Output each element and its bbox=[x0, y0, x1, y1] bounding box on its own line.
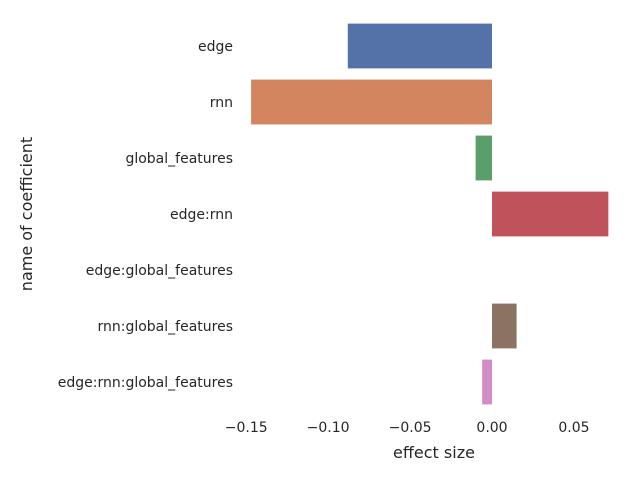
x-tick-label: 0.05 bbox=[558, 420, 589, 436]
y-tick-labels: edge rnn global_features edge:rnn edge:globa… bbox=[58, 39, 233, 391]
bar-rnn bbox=[251, 79, 493, 125]
x-tick-labels: −0.15 −0.10 −0.05 0.00 0.05 bbox=[225, 420, 590, 436]
x-tick-label: 0.00 bbox=[476, 420, 507, 436]
y-tick-label: rnn:global_features bbox=[97, 319, 233, 335]
bars-layer bbox=[251, 23, 609, 405]
y-axis-label: name of coefficient bbox=[17, 137, 36, 291]
y-tick-label: edge:global_features bbox=[86, 263, 233, 279]
y-tick-label: edge:rnn bbox=[170, 207, 233, 223]
x-axis-label: effect size bbox=[393, 443, 475, 462]
y-tick-label: edge bbox=[198, 39, 233, 55]
bar-rnn-global-features bbox=[492, 303, 517, 349]
bar-edge-rnn-global-features bbox=[482, 359, 493, 405]
bar-edge bbox=[347, 23, 493, 69]
x-tick-label: −0.05 bbox=[389, 420, 432, 436]
y-tick-label: edge:rnn:global_features bbox=[58, 375, 233, 391]
bar-edge-rnn bbox=[492, 191, 609, 237]
x-tick-label: −0.10 bbox=[307, 420, 350, 436]
x-tick-label: −0.15 bbox=[225, 420, 268, 436]
y-tick-label: rnn bbox=[210, 95, 233, 111]
y-tick-label: global_features bbox=[125, 151, 233, 167]
bar-global-features bbox=[475, 135, 493, 181]
